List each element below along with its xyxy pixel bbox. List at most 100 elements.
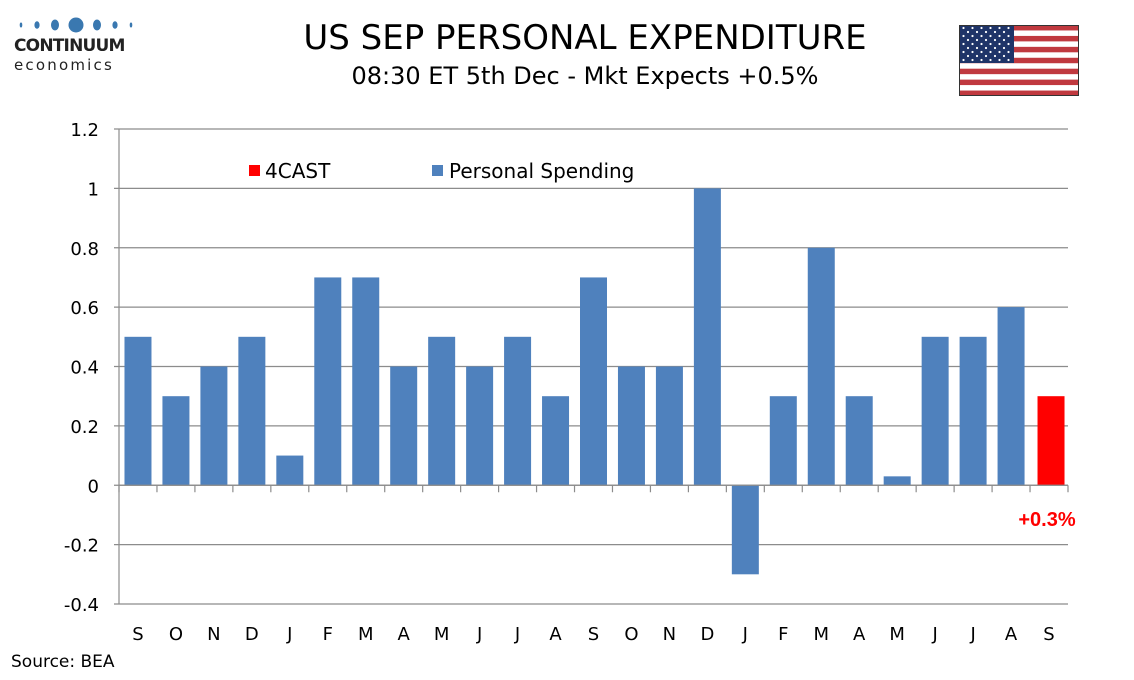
y-tick-label: 0.4 [70,358,99,379]
flag-stripe [959,25,1079,31]
bar-personal-spending [314,277,342,486]
bar-personal-spending [997,307,1025,486]
x-tick-label: D [245,624,259,645]
flag-star [989,34,992,38]
flag-star [998,58,1001,62]
legend-swatch-personal-spending [432,165,443,176]
bar-personal-spending [390,366,418,486]
flag-star [971,58,974,62]
flag-star [984,46,988,50]
forecast-data-label: +0.3% [1018,509,1075,531]
flag-star [962,58,965,62]
flag-star [998,26,1001,30]
x-tick-label: J [514,624,520,645]
x-tick-label: M [358,624,374,645]
flag-star [980,26,983,30]
flag-star [998,42,1001,46]
flag-stripe [959,79,1079,86]
legend-label-4cast: 4CAST [265,159,331,183]
flag-stripe [959,46,1079,53]
flag-star [989,26,992,30]
flag-star [993,46,997,50]
flag-star [1007,42,1010,46]
flag-star [966,46,970,50]
bar-personal-spending [124,336,152,486]
logo-brand: CONTINUUM [14,36,125,56]
continuum-economics-logo: CONTINUUM economics [12,12,133,74]
x-tick-label: F [778,624,788,645]
flag-star [1002,30,1006,34]
flag-star [980,34,983,38]
flag-star [980,42,983,46]
x-tick-label: A [853,624,866,645]
flag-stripe [959,35,1079,42]
y-tick-label: 0 [88,476,99,497]
bar-personal-spending [504,336,532,486]
x-tick-label: J [742,624,748,645]
x-tick-label: O [169,624,183,645]
x-tick-label: S [1043,624,1054,645]
logo-dots-icon [19,17,133,33]
flag-star [975,30,979,34]
x-tick-label: S [588,624,599,645]
flag-star [966,30,970,34]
bar-personal-spending [466,366,494,486]
flag-star [962,34,965,38]
x-tick-label: A [1005,624,1018,645]
flag-star [971,26,974,30]
x-tick-label: F [323,624,333,645]
bar-personal-spending [807,247,835,486]
bar-personal-spending [731,485,759,575]
bar-personal-spending [693,188,721,486]
bar-personal-spending [428,336,456,486]
flag-star [971,42,974,46]
flag-star [966,38,970,42]
logo-tagline: economics [14,56,114,74]
y-tick-label: 0.2 [70,417,99,438]
bar-personal-spending [617,366,645,486]
flag-star [1002,46,1006,50]
chart-subtitle: 08:30 ET 5th Dec - Mkt Expects +0.5% [351,62,819,90]
flag-star [1002,54,1006,58]
flag-star [998,34,1001,38]
flag-star [1007,58,1010,62]
bar-personal-spending [580,277,607,486]
bar-personal-spending [655,366,683,486]
flag-star [975,38,979,42]
flag-stripe [959,57,1079,64]
flag-star [1002,38,1006,42]
flag-star [989,42,992,46]
flag-star [962,26,965,30]
flag-star [980,50,983,54]
x-tick-label: M [889,624,905,645]
bar-personal-spending [352,277,380,486]
flag-star [993,30,997,34]
bar-personal-spending [959,336,987,486]
flag-star [962,50,965,54]
bar-4cast [1037,396,1065,486]
bar-personal-spending [921,336,949,486]
source-note: Source: BEA [11,652,115,672]
x-tick-label: S [132,624,143,645]
x-tick-label: N [207,624,220,645]
flag-star [984,30,988,34]
x-tick-label: M [434,624,450,645]
y-tick-label: 1.2 [70,120,99,141]
bar-personal-spending [162,396,190,486]
flag-star [971,34,974,38]
flag-star [962,42,965,46]
flag-star [989,50,992,54]
y-tick-label: 0.8 [70,239,99,260]
flag-star [993,54,997,58]
flag-star [975,54,979,58]
bar-personal-spending [276,455,304,486]
legend-label-personal-spending: Personal Spending [449,159,634,183]
flag-star [984,38,988,42]
chart-title: US SEP PERSONAL EXPENDITURE [303,18,867,58]
flag-star [966,54,970,58]
legend-swatch-4cast [249,165,260,176]
flag-star [1007,26,1010,30]
flag-stripe [959,90,1079,96]
flag-star [1007,50,1010,54]
flag-star [984,54,988,58]
